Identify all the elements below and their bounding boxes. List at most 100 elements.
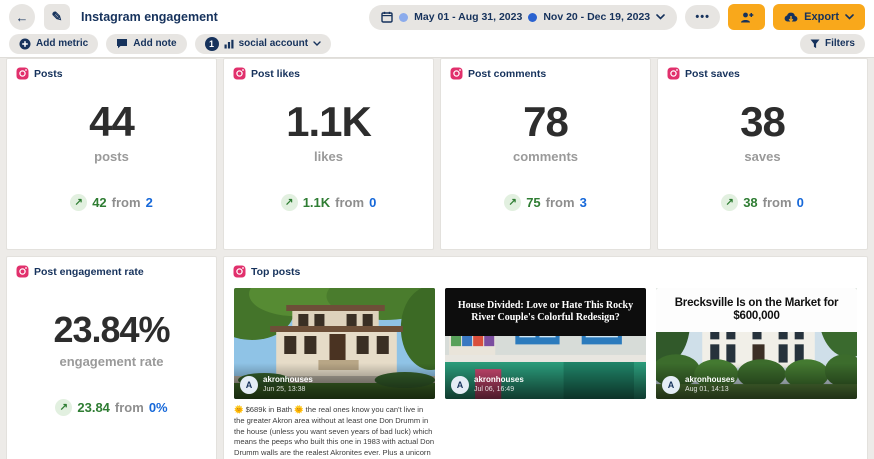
top-posts-title: Top posts	[251, 265, 301, 278]
social-account-selector[interactable]: 1 social account	[194, 33, 332, 54]
from-label: from	[335, 194, 365, 210]
top-posts-list: A akronhouses Jun 25, 13:38 🌞 $689k in B…	[224, 288, 867, 459]
post-photo: A akronhouses Jun 25, 13:38	[234, 288, 435, 399]
instagram-icon	[16, 265, 29, 278]
previous-value: 0%	[148, 400, 168, 415]
post-date: Aug 01, 14:13	[685, 385, 729, 393]
change-value: 42	[92, 194, 107, 210]
chevron-down-icon	[656, 14, 665, 20]
add-metric-button[interactable]: Add metric	[9, 33, 99, 54]
metric-card-post-saves: Post saves 38 saves ↗ 38 from 0	[657, 58, 868, 250]
previous-value: 3	[579, 194, 587, 210]
ellipsis-icon: •••	[695, 11, 710, 23]
add-metric-label: Add metric	[36, 38, 89, 49]
pencil-icon: ✎	[51, 9, 63, 24]
metric-card-engagement-rate: Post engagement rate 23.84% engagement r…	[6, 256, 217, 459]
metric-value: 78	[523, 97, 569, 145]
top-post-2[interactable]: House Divided: Love or Hate This Rocky R…	[445, 288, 646, 459]
metric-unit: likes	[314, 148, 343, 164]
previous-value: 0	[369, 194, 377, 210]
metric-value: 1.1K	[286, 97, 372, 145]
date-range-1: May 01 - Aug 31, 2023	[414, 11, 523, 23]
back-button[interactable]: ←	[9, 4, 35, 30]
post-caption	[656, 405, 857, 459]
metric-value: 44	[89, 97, 135, 145]
avatar: A	[240, 375, 258, 394]
top-bar: ← ✎ Instagram engagement May 01 - Aug 31…	[0, 0, 874, 34]
metric-unit: saves	[744, 148, 781, 164]
cloud-download-icon	[784, 12, 798, 22]
edit-title-button[interactable]: ✎	[44, 4, 70, 30]
bar-chart-icon	[224, 39, 234, 48]
top-posts-card: Top posts	[223, 256, 868, 459]
metrics-grid: Posts 44 posts ↗ 42 from 2 Post likes 1.…	[6, 58, 868, 459]
post-caption	[445, 405, 646, 459]
share-board-button[interactable]	[728, 4, 766, 30]
add-note-button[interactable]: Add note	[106, 33, 187, 54]
trend-up-icon: ↗	[721, 193, 739, 211]
change-value: 75	[526, 194, 541, 210]
period-1-dot	[399, 12, 409, 22]
metric-title: Post engagement rate	[34, 265, 144, 278]
metric-card-post-likes: Post likes 1.1K likes ↗ 1.1K from 0	[223, 58, 434, 250]
date-range-2: Nov 20 - Dec 19, 2023	[543, 11, 651, 23]
post-headline-banner: House Divided: Love or Hate This Rocky R…	[445, 288, 646, 336]
more-options-button[interactable]: •••	[685, 5, 721, 29]
post-caption: 🌞 $689k in Bath 🌞 the real ones know you…	[234, 405, 435, 459]
export-label: Export	[804, 11, 839, 23]
filters-label: Filters	[824, 38, 855, 49]
instagram-icon	[667, 67, 680, 80]
page-title: Instagram engagement	[81, 10, 218, 24]
top-post-3[interactable]: Brecksville Is on the Market for $600,00…	[656, 288, 857, 459]
trend-up-icon: ↗	[504, 193, 522, 211]
trend-up-icon: ↗	[280, 193, 298, 211]
instagram-icon	[233, 67, 246, 80]
metric-title: Post comments	[468, 67, 547, 80]
from-label: from	[545, 194, 575, 210]
post-date: Jun 25, 13:38	[263, 385, 306, 393]
chevron-down-icon	[845, 14, 854, 20]
topbar-actions: May 01 - Aug 31, 2023 Nov 20 - Dec 19, 2…	[369, 4, 865, 30]
instagram-icon	[450, 67, 463, 80]
post-date: Jul 06, 16:49	[474, 385, 515, 393]
metric-unit: engagement rate	[59, 354, 164, 369]
top-post-1[interactable]: A akronhouses Jun 25, 13:38 🌞 $689k in B…	[234, 288, 435, 459]
post-headline-banner: Brecksville Is on the Market for $600,00…	[656, 288, 857, 332]
metric-card-post-comments: Post comments 78 comments ↗ 75 from 3	[440, 58, 651, 250]
avatar: A	[451, 375, 469, 394]
post-photo: House Divided: Love or Hate This Rocky R…	[445, 288, 646, 399]
post-photo: Brecksville Is on the Market for $600,00…	[656, 288, 857, 399]
post-username: akronhouses	[474, 375, 524, 385]
metric-value: 23.84%	[53, 309, 170, 350]
add-note-label: Add note	[133, 38, 177, 49]
post-username: akronhouses	[685, 375, 735, 385]
metric-title: Posts	[34, 67, 63, 80]
calendar-icon	[381, 11, 393, 23]
from-label: from	[762, 194, 792, 210]
trend-up-icon: ↗	[55, 399, 73, 416]
trend-up-icon: ↗	[70, 193, 88, 211]
previous-value: 0	[796, 194, 804, 210]
metric-value: 38	[740, 97, 786, 145]
account-count-badge: 1	[204, 36, 219, 51]
previous-value: 2	[145, 194, 153, 210]
change-value: 23.84	[77, 400, 110, 415]
filters-button[interactable]: Filters	[799, 33, 865, 54]
chevron-down-icon	[313, 41, 321, 46]
post-username: akronhouses	[263, 375, 313, 385]
metric-title: Post likes	[251, 67, 301, 80]
filter-funnel-icon	[810, 39, 820, 48]
metric-unit: comments	[512, 148, 579, 164]
metric-card-posts: Posts 44 posts ↗ 42 from 2	[6, 58, 217, 250]
instagram-icon	[16, 67, 29, 80]
change-value: 38	[743, 194, 758, 210]
metric-title: Post saves	[685, 67, 740, 80]
date-range-picker[interactable]: May 01 - Aug 31, 2023 Nov 20 - Dec 19, 2…	[369, 4, 678, 30]
change-value: 1.1K	[302, 194, 331, 210]
instagram-icon	[233, 265, 246, 278]
period-2-dot	[528, 12, 538, 22]
back-arrow-icon: ←	[15, 9, 29, 25]
person-add-icon	[740, 12, 753, 22]
export-button[interactable]: Export	[773, 4, 865, 30]
metric-unit: posts	[94, 148, 129, 164]
